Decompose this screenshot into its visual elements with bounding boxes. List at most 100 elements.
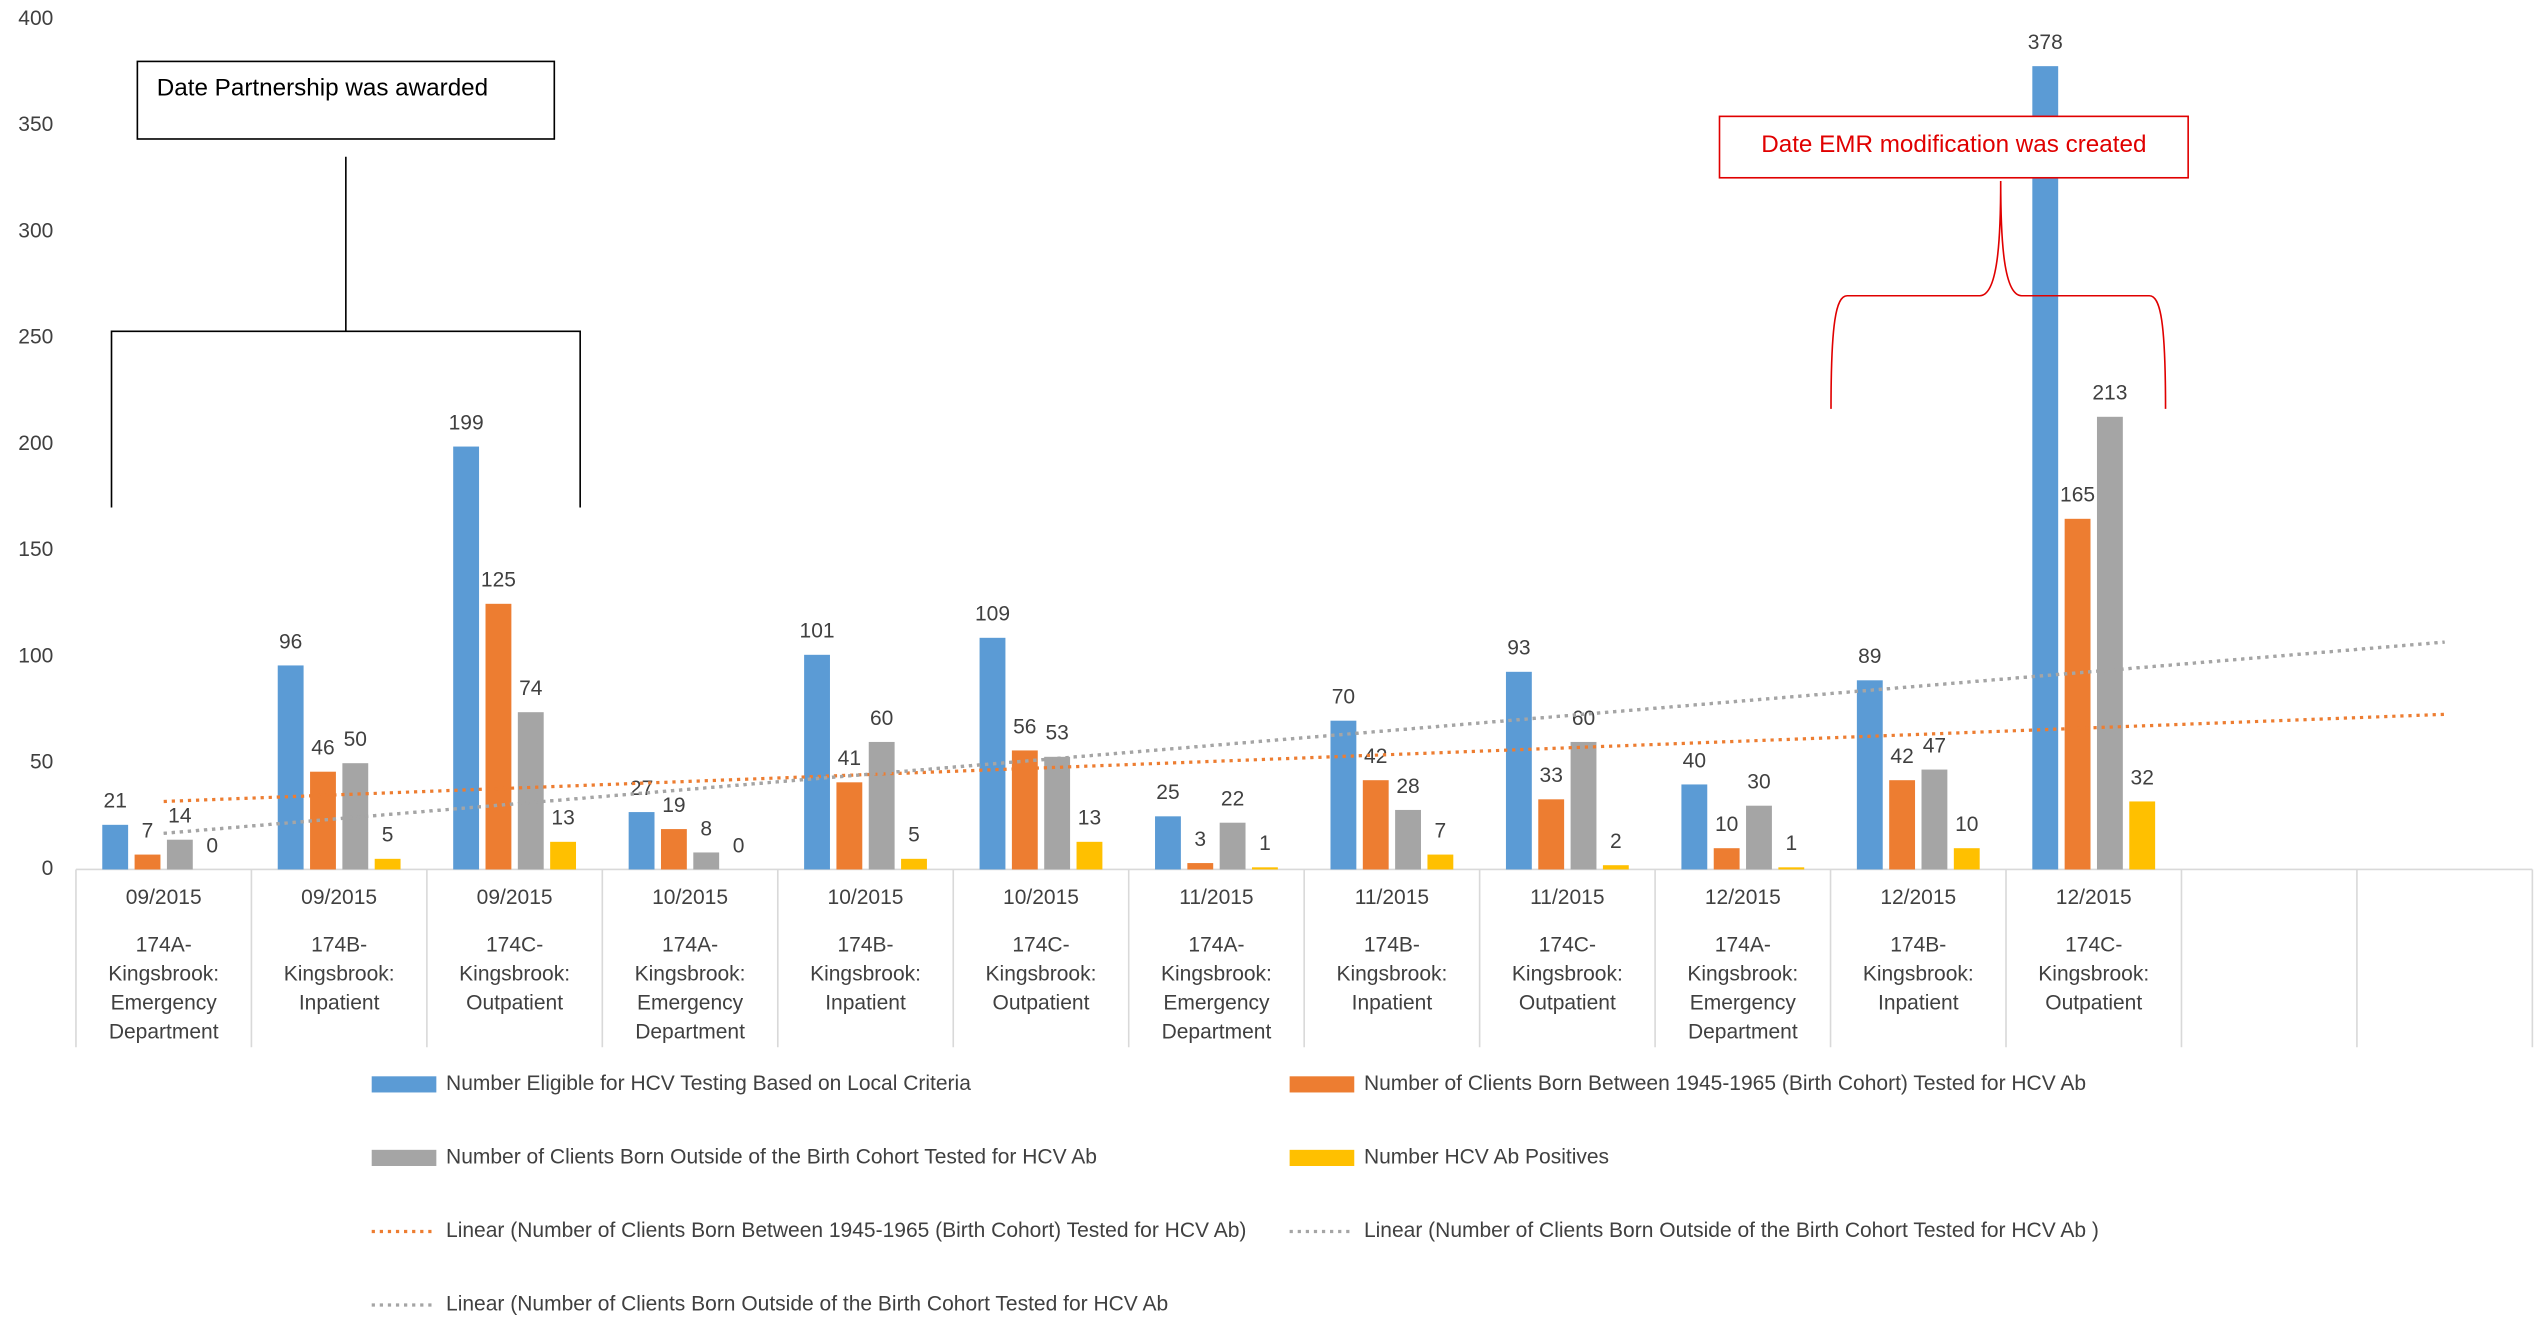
category-site-line: Inpatient	[299, 991, 380, 1014]
bar	[1570, 741, 1597, 870]
bar	[277, 665, 304, 870]
x-tick-label: 09/2015	[126, 886, 202, 909]
bar	[374, 858, 401, 870]
data-label: 7	[142, 819, 154, 842]
category-site-line: Emergency	[637, 991, 744, 1014]
bar	[485, 603, 512, 870]
x-tick-label: 11/2015	[1530, 886, 1604, 909]
data-label: 74	[519, 677, 543, 700]
data-label: 47	[1923, 734, 1946, 757]
data-label: 21	[104, 790, 127, 813]
data-label: 96	[279, 630, 302, 653]
x-tick-label: 10/2015	[652, 886, 728, 909]
bar	[550, 841, 577, 870]
plot: 05010015020025030035040009/2015174A-King…	[18, 7, 2534, 1048]
category-site-line: 174B-	[1890, 933, 1946, 956]
bar	[1251, 867, 1278, 870]
bar	[979, 637, 1006, 870]
data-label: 13	[1078, 807, 1101, 830]
bar	[2096, 416, 2123, 870]
data-label: 42	[1890, 745, 1913, 768]
y-tick-label: 0	[42, 857, 54, 880]
data-label: 19	[662, 794, 685, 817]
data-label: 10	[1955, 813, 1978, 836]
bar	[1602, 865, 1629, 870]
data-label: 10	[1715, 813, 1738, 836]
trendline	[163, 640, 2445, 835]
category-site-line: Department	[1162, 1020, 1272, 1043]
bar	[628, 812, 655, 870]
bar	[166, 839, 193, 870]
category-site-line: 174C-	[486, 933, 543, 956]
bar	[517, 712, 544, 870]
category-site-line: Kingsbrook:	[1687, 962, 1798, 985]
data-label: 125	[481, 569, 516, 592]
data-label: 50	[344, 728, 367, 751]
category-site-line: Kingsbrook:	[986, 962, 1097, 985]
bar	[901, 858, 927, 870]
category-site: 174C- Kingsbrook: Outpatient	[986, 933, 1097, 1014]
bar	[453, 446, 480, 870]
category-site-line: 174B-	[311, 933, 367, 956]
bar	[310, 771, 336, 870]
category-site: 174A- Kingsbrook: Emergency Department	[635, 933, 746, 1043]
bar	[2064, 518, 2091, 870]
category-site: 174B- Kingsbrook: Inpatient	[1863, 933, 1974, 1014]
data-label: 30	[1747, 771, 1770, 794]
bar	[1219, 822, 1246, 870]
category-site-line: Inpatient	[1352, 991, 1433, 1014]
data-label: 40	[1683, 749, 1706, 772]
data-label: 14	[168, 805, 192, 828]
category-site-line: Outpatient	[2045, 991, 2142, 1014]
category-site-line: Kingsbrook:	[1336, 962, 1447, 985]
category-site: 174C- Kingsbrook: Outpatient	[2038, 933, 2149, 1014]
bar	[342, 763, 369, 870]
category-site-line: 174A-	[136, 933, 192, 956]
bar	[1155, 816, 1181, 870]
data-label: 13	[551, 807, 574, 830]
data-label: 1	[1259, 832, 1271, 855]
legend-label: Linear (Number of Clients Born Between 1…	[446, 1219, 1246, 1242]
data-label: 213	[2092, 382, 2127, 405]
x-tick-label: 12/2015	[2056, 886, 2132, 909]
bar	[1044, 756, 1071, 870]
x-tick-label: 11/2015	[1355, 886, 1429, 909]
category-site-line: 174A-	[1188, 933, 1244, 956]
legend-swatch	[1289, 1149, 1355, 1167]
bar	[1011, 750, 1038, 870]
bar	[804, 654, 830, 870]
data-label: 53	[1045, 722, 1068, 745]
bar	[836, 782, 863, 870]
category-site: 174A- Kingsbrook: Emergency Department	[1687, 933, 1798, 1043]
bar	[1889, 780, 1916, 870]
category-site-line: Kingsbrook:	[1863, 962, 1974, 985]
category-site-line: Kingsbrook:	[810, 962, 921, 985]
data-label: 56	[1013, 715, 1036, 738]
data-label: 46	[311, 737, 334, 760]
y-tick-label: 300	[18, 219, 53, 242]
category-site-line: Kingsbrook:	[2038, 962, 2149, 985]
data-label: 0	[206, 834, 218, 857]
x-tick-label: 12/2015	[1705, 886, 1781, 909]
data-label: 5	[908, 824, 920, 847]
category-site: 174C- Kingsbrook: Outpatient	[459, 933, 570, 1014]
bar	[134, 854, 161, 870]
data-label: 28	[1396, 775, 1419, 798]
x-tick-label: 11/2015	[1179, 886, 1253, 909]
legend-swatch	[371, 1149, 437, 1167]
data-label: 165	[2060, 484, 2095, 507]
legend-swatch	[1289, 1076, 1355, 1093]
y-tick-label: 350	[18, 113, 53, 136]
data-label: 101	[800, 620, 835, 643]
y-tick-label: 200	[18, 432, 53, 455]
bar	[1505, 671, 1532, 870]
bracket	[110, 156, 581, 508]
bar	[1953, 848, 1980, 870]
bar	[1362, 780, 1389, 870]
bar	[1778, 867, 1805, 870]
bar	[1538, 799, 1565, 870]
bar	[660, 829, 687, 870]
category-site: 174A- Kingsbrook: Emergency Department	[1161, 933, 1272, 1043]
category-site-line: Inpatient	[825, 991, 906, 1014]
